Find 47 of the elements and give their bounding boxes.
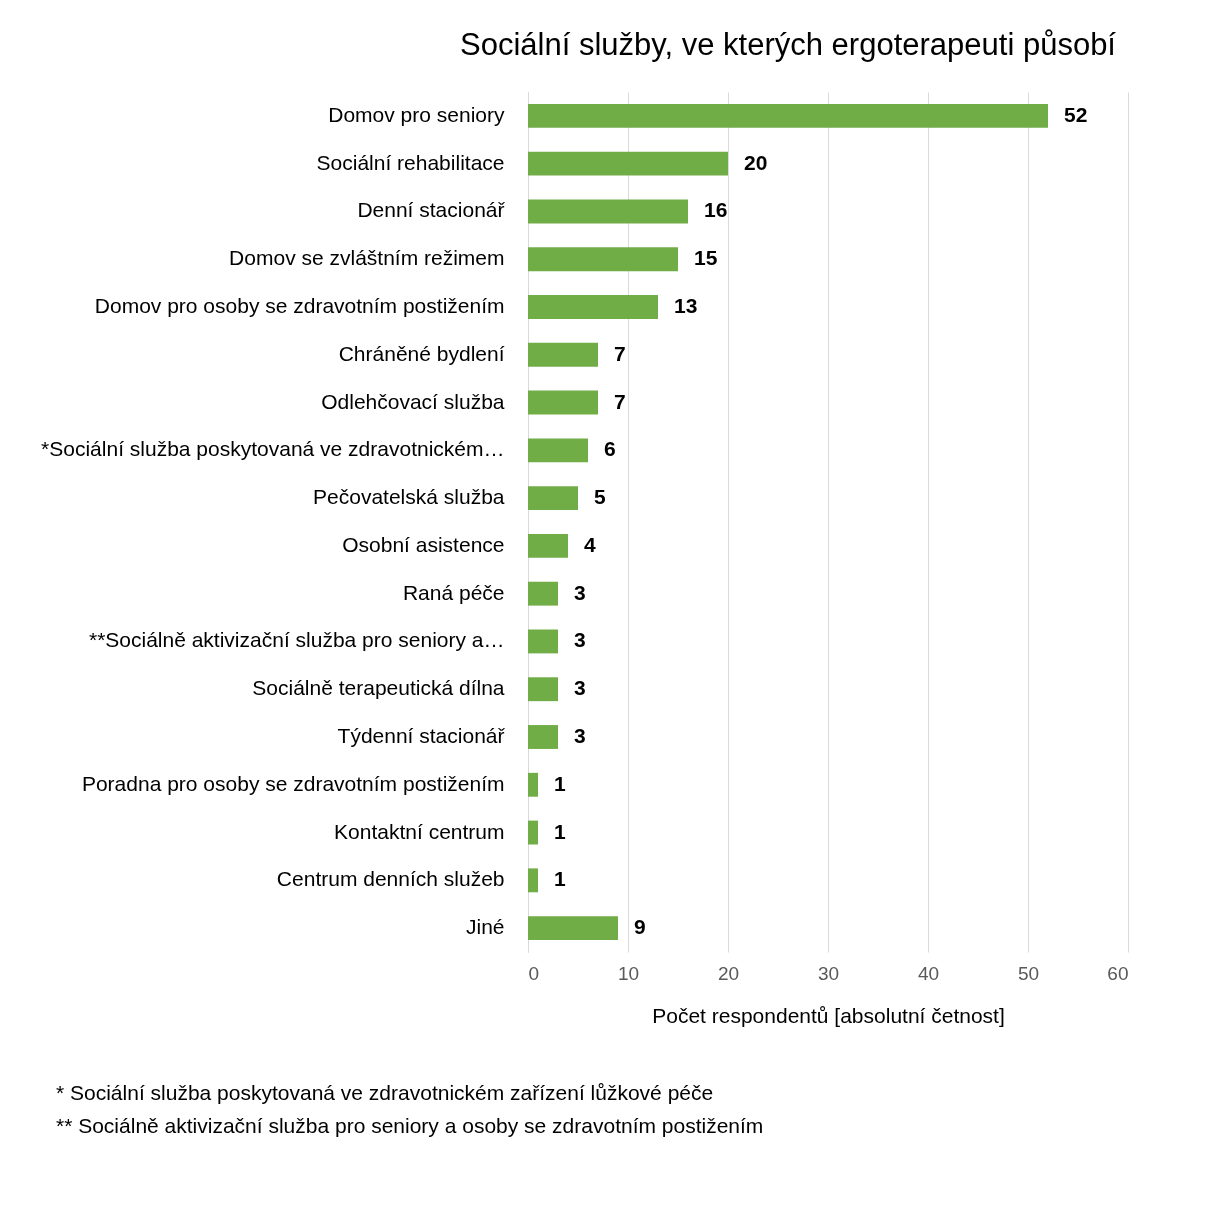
y-tick-label: Osobní asistence	[342, 532, 505, 556]
data-label: 1	[554, 867, 566, 891]
data-label: 9	[634, 915, 646, 939]
y-tick-label: Jiné	[465, 915, 505, 939]
y-tick-label: Pečovatelská služba	[313, 485, 505, 509]
x-axis-title: Počet respondentů [absolutní četnost]	[652, 1003, 1005, 1027]
x-tick-label: 20	[717, 962, 740, 984]
y-tick-label: *Sociální služba poskytovaná ve zdravotnickém…	[41, 437, 505, 461]
x-tick-label: 10	[617, 962, 640, 984]
data-label: 20	[744, 150, 768, 174]
data-label: 1	[554, 771, 566, 795]
data-label: 4	[584, 532, 596, 556]
data-label: 3	[574, 580, 586, 604]
data-label: 5	[594, 485, 606, 509]
y-tick-label: Domov se zvláštním režimem	[229, 246, 505, 270]
text: * Sociální služba poskytovaná ve zdravotnickém zařízení lůžkové péče	[56, 1080, 715, 1106]
data-label: 16	[704, 198, 728, 222]
y-tick-label: Raná péče	[402, 580, 505, 604]
text: ** Sociálně aktivizační služba pro seniory a osoby se zdravotním postižením	[56, 1113, 765, 1139]
data-label: 7	[614, 341, 626, 365]
data-label: 3	[574, 676, 586, 700]
y-tick-label: Odlehčovací služba	[321, 389, 505, 413]
x-tick-label: 30	[817, 962, 840, 984]
y-tick-label: Poradna pro osoby se zdravotním postižením	[81, 771, 505, 795]
x-tick-label: 50	[1017, 962, 1040, 984]
data-label: 13	[674, 294, 698, 317]
data-label: 1	[554, 819, 566, 843]
data-label: 3	[574, 724, 586, 747]
y-tick-label: Centrum denních služeb	[276, 867, 505, 891]
chart-title: Sociální služby, ve kterých ergoterapeuti působí	[460, 27, 1117, 62]
data-label: 52	[1064, 102, 1088, 126]
x-tick-label: 60	[1107, 962, 1129, 984]
y-tick-label: Sociální rehabilitace	[316, 150, 505, 174]
y-tick-label: Chráněné bydlení	[338, 341, 505, 365]
x-tick-label: 0	[528, 962, 540, 984]
y-tick-label: Domov pro seniory	[328, 102, 505, 126]
y-tick-label: Týdenní stacionář	[337, 724, 506, 747]
data-label: 6	[604, 437, 616, 461]
x-tick-label: 40	[917, 962, 940, 984]
y-tick-label: Sociálně terapeutická dílna	[252, 676, 505, 700]
data-label: 7	[614, 389, 626, 413]
y-tick-label: Denní stacionář	[357, 198, 506, 222]
y-tick-label: Domov pro osoby se zdravotním postižením	[94, 294, 505, 317]
y-tick-label: Kontaktní centrum	[334, 819, 505, 843]
data-label: 3	[574, 628, 586, 652]
data-label: 15	[694, 246, 718, 270]
y-tick-label: **Sociálně aktivizační služba pro seniory a…	[88, 628, 505, 652]
